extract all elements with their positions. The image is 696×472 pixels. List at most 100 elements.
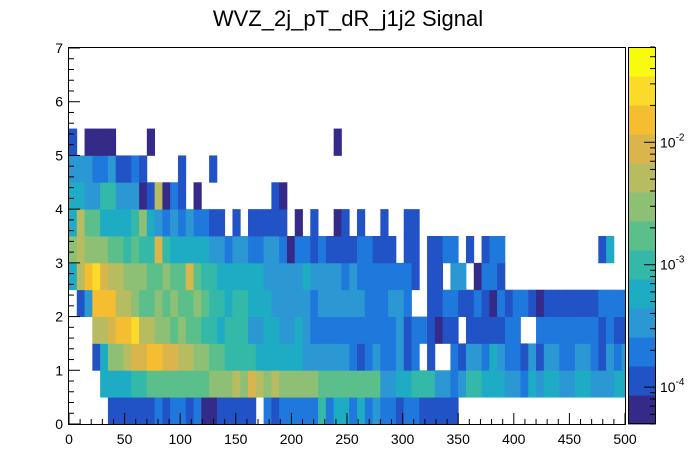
heatmap-cell [481,316,490,344]
heatmap-cell [613,316,623,344]
heatmap-cell [574,370,584,398]
heatmap-cell [489,370,498,398]
heatmap-cell [162,370,171,398]
heatmap-cell [598,316,607,344]
heatmap-cell [263,343,272,371]
heatmap-cell [403,289,412,317]
colorbar-swatch [628,308,656,338]
colorbar-swatch [628,47,656,77]
heatmap-cell [434,370,444,398]
heatmap-cell [263,397,272,425]
heatmap-cell [248,343,257,371]
heatmap-cell [209,155,218,183]
heatmap-cell [310,370,319,398]
heatmap-cell [107,155,117,183]
heatmap-cell [209,316,218,344]
heatmap-cell [621,289,626,317]
heatmap-cell [574,316,584,344]
heatmap-cell [76,209,85,237]
heatmap-cell [100,236,109,264]
heatmap-cell [240,370,249,398]
heatmap-cell [279,343,288,371]
heatmap-cell [271,289,280,317]
heatmap-cell [364,316,373,344]
heatmap-cell [107,182,117,210]
heatmap-cell [333,289,342,317]
heatmap-cell [465,370,475,398]
heatmap-cell [286,343,296,371]
heatmap-cell [458,262,467,291]
heatmap-cell [170,236,179,264]
heatmap-cell [185,370,194,398]
heatmap-cell [170,182,179,210]
heatmap-cell [450,262,459,291]
heatmap-cell [590,289,599,317]
heatmap-cell [248,397,257,425]
heatmap-cell [139,289,148,317]
heatmap-cell [621,316,626,344]
colorbar-swatch [628,163,656,193]
heatmap-cell [551,343,560,371]
heatmap-cell [357,236,366,264]
heatmap-cell [115,182,124,210]
y-tick-label: 3 [55,255,63,271]
heatmap-cell [232,209,241,237]
heatmap-cell [107,236,117,264]
heatmap-cell [255,316,264,344]
heatmap-cell [232,236,241,264]
heatmap-cell [131,182,140,210]
heatmap-cell [333,236,342,264]
heatmap-cell [146,236,156,264]
heatmap-cell [193,262,202,291]
heatmap-cell [100,262,109,291]
heatmap-cell [364,236,373,264]
heatmap-cell [279,182,288,210]
heatmap-cell [170,370,179,398]
heatmap-cell [131,370,140,398]
heatmap-cell [543,370,552,398]
heatmap-cell [364,262,373,291]
heatmap-cell [411,236,420,264]
heatmap-cell [388,370,397,398]
heatmap-cell [606,343,615,371]
heatmap-cell [84,236,93,264]
heatmap-cell [131,397,140,425]
heatmap-cell [177,289,187,317]
heatmap-cell [107,209,117,237]
heatmap-cell [551,289,560,317]
heatmap-cell [100,209,109,237]
heatmap-cell [465,236,475,264]
heatmap-cell [364,343,373,371]
heatmap-cell [84,155,93,183]
heatmap-cell [442,316,451,344]
heatmap-cell [263,316,272,344]
heatmap-cell [263,289,272,317]
heatmap-cell [193,370,202,398]
heatmap-cell [536,343,545,371]
heatmap-cell [411,262,420,291]
heatmap-cell [224,370,233,398]
heatmap-cell [427,289,436,317]
heatmap-cell [286,316,296,344]
heatmap-cell [536,370,545,398]
heatmap-cell [465,289,475,317]
heatmap-cell [115,209,124,237]
heatmap-cell [92,155,101,183]
heatmap-cell [442,370,451,398]
heatmap-cell [92,209,101,237]
y-tick-label: 7 [55,40,63,56]
heatmap-cell [512,370,521,398]
colorbar-swatch [628,395,656,425]
heatmap-cell [286,370,296,398]
heatmap-cell [512,289,521,317]
heatmap-cell [582,370,591,398]
heatmap-cell [310,262,319,291]
x-tick-label: 250 [335,431,359,447]
heatmap-cell [139,209,148,237]
heatmap-cell [115,262,124,291]
heatmap-cell [123,343,132,371]
heatmap-cell [185,343,194,371]
heatmap-cell [255,289,264,317]
heatmap-cell [613,343,623,371]
